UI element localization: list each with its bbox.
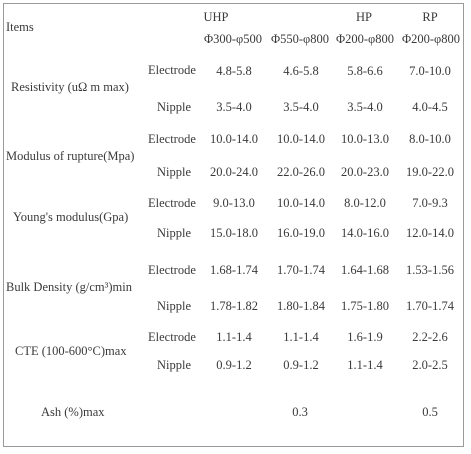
table-cell: 7.0-9.3 <box>412 196 448 210</box>
table-cell: 1.70-1.74 <box>406 299 454 313</box>
property-label-youngs: Young's modulus(Gpa) <box>13 210 129 224</box>
table-cell: 10.0-14.0 <box>277 196 325 210</box>
table-cell: 0.5 <box>422 405 438 419</box>
property-label-cte: CTE (100-600°C)max <box>15 344 127 358</box>
table-cell: 10.0-13.0 <box>341 132 389 146</box>
nipple-label: Nipple <box>157 100 192 114</box>
table-cell: 1.6-1.9 <box>347 330 383 344</box>
table-cell: 5.8-6.6 <box>347 64 383 78</box>
table-cell: 4.0-4.5 <box>412 100 448 114</box>
table-cell: 10.0-14.0 <box>277 132 325 146</box>
table-cell: 14.0-16.0 <box>341 226 389 240</box>
table-cell: 2.2-2.6 <box>412 330 448 344</box>
table-cell: 1.1-1.4 <box>216 330 252 344</box>
nipple-label: Nipple <box>157 165 192 179</box>
table-cell: 1.64-1.68 <box>341 263 389 277</box>
property-label-resistivity: Resistivity (uΩ m max) <box>11 80 129 94</box>
property-label-bulk-density: Bulk Density (g/cm³)min <box>6 280 132 294</box>
table-cell: 10.0-14.0 <box>210 132 258 146</box>
table-cell: 1.80-1.84 <box>277 299 325 313</box>
table-cell: 3.5-4.0 <box>283 100 319 114</box>
electrode-label: Electrode <box>148 263 196 277</box>
table-cell: 3.5-4.0 <box>216 100 252 114</box>
table-cell: 16.0-19.0 <box>277 226 325 240</box>
grade-hp-header: HP <box>356 10 372 24</box>
table-cell: 8.0-12.0 <box>344 196 386 210</box>
nipple-label: Nipple <box>157 226 192 240</box>
size-header-1: Φ300-φ500 <box>203 32 263 46</box>
table-cell: 1.68-1.74 <box>210 263 258 277</box>
table-cell: 22.0-26.0 <box>277 165 325 179</box>
table-cell: 1.1-1.4 <box>283 330 319 344</box>
table-cell: 4.6-5.8 <box>283 64 319 78</box>
grade-rp-header: RP <box>422 10 438 24</box>
table-cell: 1.53-1.56 <box>406 263 454 277</box>
table-cell: 7.0-10.0 <box>409 64 451 78</box>
size-header-4: Φ200-φ800 <box>401 32 461 46</box>
table-cell: 1.78-1.82 <box>210 299 258 313</box>
property-label-rupture: Modulus of rupture(Mpa) <box>6 149 135 163</box>
table-cell: 3.5-4.0 <box>347 100 383 114</box>
table-cell: 12.0-14.0 <box>406 226 454 240</box>
grade-uhp-header: UHP <box>203 10 229 24</box>
table-cell: 19.0-22.0 <box>406 165 454 179</box>
electrode-label: Electrode <box>148 63 196 77</box>
electrode-label: Electrode <box>148 330 196 344</box>
table-cell: 0.3 <box>292 405 308 419</box>
nipple-label: Nipple <box>157 358 192 372</box>
size-header-2: Φ550-φ800 <box>270 32 330 46</box>
nipple-label: Nipple <box>157 299 192 313</box>
table-cell: 9.0-13.0 <box>213 196 255 210</box>
electrode-label: Electrode <box>148 132 196 146</box>
items-header: Items <box>6 20 34 34</box>
size-header-3: Φ200-φ800 <box>335 32 395 46</box>
spec-table <box>3 3 464 447</box>
table-cell: 15.0-18.0 <box>210 226 258 240</box>
table-cell: 4.8-5.8 <box>216 64 252 78</box>
table-cell: 2.0-2.5 <box>412 358 448 372</box>
table-cell: 8.0-10.0 <box>409 132 451 146</box>
electrode-label: Electrode <box>148 196 196 210</box>
table-cell: 20.0-24.0 <box>210 165 258 179</box>
table-cell: 0.9-1.2 <box>216 358 252 372</box>
property-label-ash: Ash (%)max <box>41 405 105 419</box>
table-cell: 1.1-1.4 <box>347 358 383 372</box>
table-cell: 0.9-1.2 <box>283 358 319 372</box>
table-cell: 1.75-1.80 <box>341 299 389 313</box>
table-cell: 1.70-1.74 <box>277 263 325 277</box>
table-cell: 20.0-23.0 <box>341 165 389 179</box>
